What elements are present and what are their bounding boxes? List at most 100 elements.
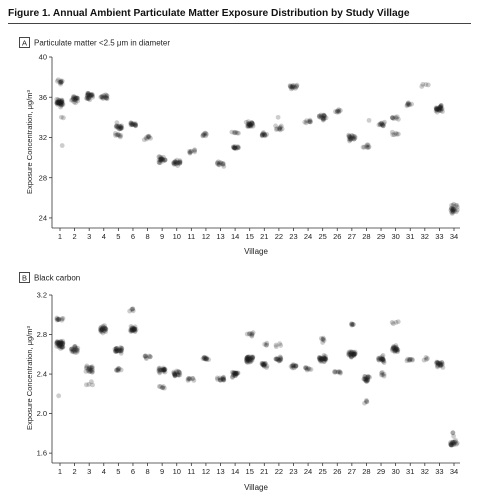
data-point xyxy=(453,439,459,445)
data-point xyxy=(58,100,64,106)
data-point xyxy=(349,322,355,328)
data-point xyxy=(56,100,62,106)
data-point xyxy=(60,344,66,350)
data-point xyxy=(231,130,237,135)
data-point xyxy=(69,348,75,354)
data-point xyxy=(323,357,329,363)
data-point xyxy=(352,351,358,357)
data-point xyxy=(320,340,326,345)
data-point xyxy=(171,371,177,376)
data-point xyxy=(161,154,166,160)
data-point xyxy=(60,340,66,346)
data-point xyxy=(437,104,443,110)
data-point xyxy=(450,206,456,212)
data-point xyxy=(264,132,270,137)
data-point xyxy=(75,98,81,104)
data-point xyxy=(263,342,269,348)
data-point xyxy=(132,329,138,334)
data-point xyxy=(85,90,91,96)
data-point xyxy=(115,125,121,131)
data-point xyxy=(54,316,60,322)
data-point xyxy=(247,359,253,365)
x-tick-label: 24 xyxy=(304,467,312,476)
data-point xyxy=(246,354,252,360)
data-point xyxy=(407,356,413,362)
data-point xyxy=(332,109,338,114)
x-tick-label: 34 xyxy=(450,232,458,241)
data-point xyxy=(141,137,147,143)
panel-a-title: Particulate matter <2.5 μm in diameter xyxy=(34,39,170,48)
data-point xyxy=(160,157,166,162)
data-point xyxy=(351,351,357,357)
data-point xyxy=(70,97,76,103)
data-point xyxy=(434,359,440,365)
data-point xyxy=(348,135,354,141)
data-point xyxy=(350,351,356,357)
data-point xyxy=(72,348,78,354)
data-point xyxy=(147,354,153,360)
data-point xyxy=(246,121,252,126)
data-point xyxy=(158,156,163,162)
data-point xyxy=(348,354,354,359)
data-point xyxy=(351,133,357,139)
data-point xyxy=(162,157,168,163)
data-point xyxy=(103,92,109,98)
data-point xyxy=(161,369,167,374)
data-point xyxy=(316,356,322,362)
data-point xyxy=(132,326,137,332)
data-point xyxy=(185,376,191,382)
data-point xyxy=(74,96,80,101)
data-point xyxy=(249,354,255,360)
x-tick-label: 14 xyxy=(231,232,239,241)
data-point xyxy=(56,317,62,322)
data-point xyxy=(449,442,454,448)
x-tick-label: 33 xyxy=(435,467,443,476)
data-point xyxy=(364,375,370,380)
y-tick-label: 40 xyxy=(39,53,47,62)
data-point xyxy=(392,347,397,353)
data-point xyxy=(235,370,241,376)
data-point xyxy=(290,85,296,91)
data-point xyxy=(379,354,385,360)
data-point xyxy=(158,156,164,162)
data-point xyxy=(408,356,413,362)
data-point xyxy=(318,356,323,361)
data-point xyxy=(365,374,371,380)
data-point xyxy=(379,356,385,362)
data-point xyxy=(55,102,60,107)
data-point xyxy=(448,207,454,213)
data-point xyxy=(54,315,60,321)
data-point xyxy=(87,368,93,374)
data-point xyxy=(449,203,454,208)
data-point xyxy=(58,99,64,105)
data-point xyxy=(232,370,238,376)
data-point xyxy=(200,133,206,139)
data-point xyxy=(129,327,135,333)
data-point xyxy=(58,339,64,345)
panel-a-letter: A xyxy=(22,39,27,48)
data-point xyxy=(58,80,64,86)
data-point xyxy=(59,98,65,103)
data-point xyxy=(132,326,137,331)
data-point xyxy=(236,145,241,151)
data-point xyxy=(262,361,268,366)
x-tick-label: 27 xyxy=(348,232,356,241)
data-point xyxy=(58,346,64,351)
data-point xyxy=(74,95,80,101)
x-tick-label: 11 xyxy=(187,467,195,476)
data-point xyxy=(405,102,411,108)
data-point xyxy=(90,367,95,373)
data-point xyxy=(303,365,309,370)
data-point xyxy=(261,130,266,135)
data-point xyxy=(177,160,183,166)
data-point xyxy=(72,344,77,350)
data-point xyxy=(103,329,108,335)
data-point xyxy=(146,133,152,139)
data-point xyxy=(321,352,327,358)
data-point xyxy=(115,367,121,373)
data-point xyxy=(69,346,74,352)
data-point xyxy=(306,365,311,371)
x-tick-label: 26 xyxy=(333,467,341,476)
data-point xyxy=(351,352,357,358)
data-point xyxy=(450,440,456,445)
